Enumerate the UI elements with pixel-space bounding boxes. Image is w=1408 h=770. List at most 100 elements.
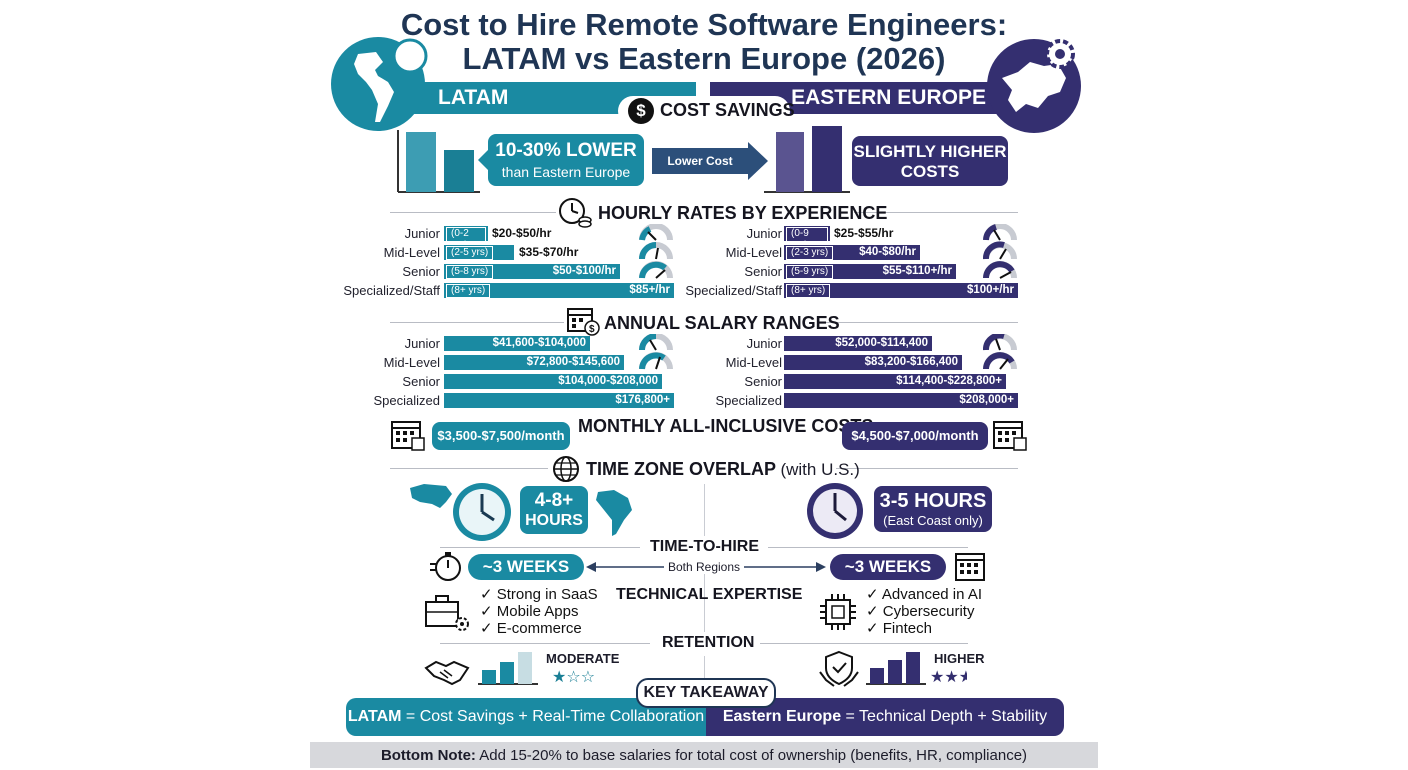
years-tag: (2-3 yrs) (786, 246, 834, 260)
ee-overlap-hours: 3-5 HOURS (879, 490, 987, 512)
latam-expertise-item-2: ✓ Mobile Apps (480, 603, 579, 620)
latam-takeaway-bold: LATAM (347, 708, 402, 725)
ee-clock-icon (807, 483, 863, 539)
latam-annual-bar-3: $104,000-$208,000 (444, 374, 662, 389)
annual-header-bg (564, 306, 818, 336)
ee-hourly-bar-1: (0-9 yrs) (784, 226, 830, 253)
ee-retention-label: HIGHER (934, 651, 985, 666)
latam-monthly-pill: $3,500-$7,500/month (432, 422, 570, 450)
latam-hourly-rate-1: $20-$50/hr (492, 226, 552, 240)
arrow-right-icon (748, 142, 768, 180)
ee-hourly-bar-2: (2-3 yrs) $40-$80/hr (784, 245, 920, 260)
latam-retention-stars: ★☆☆ (552, 667, 595, 687)
latam-hourly-rate-2: $35-$70/hr (519, 245, 579, 259)
star-empty-icon: ☆ (566, 669, 581, 686)
ee-expertise-item-3: ✓ Fintech (866, 620, 932, 637)
ee-takeaway-text: = Technical Depth + Stability (841, 708, 1048, 725)
ee-annual-bar-1: $52,000-$114,400 (784, 336, 932, 351)
star-empty-icon: ☆ (580, 669, 596, 686)
briefcase-gear-icon (425, 595, 469, 631)
callout-pointer-icon (478, 148, 490, 172)
ee-hourly-gauges (983, 224, 1017, 279)
latam-retention-bars (478, 652, 538, 685)
ee-header-label: EASTERN EUROPE (791, 86, 986, 109)
ee-hourly-level-2: Mid-Level (725, 245, 782, 260)
latam-hourly-level-4: Specialized/Staff (343, 283, 440, 298)
latam-hourly-level-1: Junior (404, 226, 440, 241)
ee-annual-level-4: Specialized (715, 393, 783, 408)
center-divider (704, 484, 705, 694)
ee-costs-callout: SLIGHTLY HIGHER COSTS (852, 136, 1008, 186)
dollar-icon: $ (628, 98, 654, 124)
latam-header-label: LATAM (438, 86, 509, 109)
calendar-icon (993, 421, 1027, 451)
tth-header-bg (640, 536, 768, 560)
chip-icon (820, 594, 856, 630)
latam-hourly-rate-4: $85+/hr (629, 284, 670, 296)
latam-monthly-value: $3,500-$7,500/month (437, 428, 565, 443)
ee-expertise-text: Cybersecurity (882, 603, 975, 620)
years-tag: (2-5 yrs) (446, 246, 494, 260)
shield-hands-icon (819, 650, 859, 687)
star-filled-icon: ★ (552, 669, 567, 686)
latam-annual-level-2: Mid-Level (383, 355, 440, 370)
latam-cost-bars (397, 130, 480, 193)
bottom-note-label: Bottom Note: (380, 747, 476, 764)
ee-annual-level-2: Mid-Level (725, 355, 782, 370)
latam-annual-level-3: Senior (402, 374, 440, 389)
ee-annual-level-3: Senior (744, 374, 782, 389)
years-tag: (8+ yrs) (446, 284, 491, 298)
latam-annual-bar-1: $41,600-$104,000 (444, 336, 590, 351)
latam-annual-range-3: $104,000-$208,000 (558, 375, 658, 387)
ee-costs-line2: COSTS (900, 162, 960, 181)
ee-expertise-item-1: ✓ Advanced in AI (866, 586, 982, 603)
latam-annual-range-2: $72,800-$145,600 (526, 356, 620, 368)
retention-title: RETENTION (662, 634, 755, 651)
svg-text:$: $ (589, 324, 595, 335)
key-takeaway-badge: KEY TAKEAWAY (636, 678, 776, 708)
ee-tth-value: ~3 WEEKS (844, 557, 932, 576)
ee-hourly-rate-2: $40-$80/hr (859, 246, 916, 258)
latam-overlap-hours: 4-8+ (534, 490, 574, 511)
latam-savings-callout: 10-30% LOWER than Eastern Europe (488, 134, 644, 186)
stopwatch-icon (430, 552, 461, 581)
latam-hourly-gauges (639, 224, 673, 279)
latam-annual-range-1: $41,600-$104,000 (492, 337, 586, 349)
ee-hourly-rate-3: $55-$110+/hr (882, 265, 952, 277)
calendar-money-icon: $ (567, 308, 600, 336)
ee-annual-gauges (983, 334, 1017, 370)
ee-expertise-item-2: ✓ Cybersecurity (866, 603, 975, 620)
ee-cost-bars (764, 126, 850, 193)
years-tag: (5-8 yrs) (446, 265, 494, 279)
key-takeaway-title: KEY TAKEAWAY (643, 684, 769, 701)
latam-expertise-item-3: ✓ E-commerce (480, 620, 582, 637)
hourly-header-bg (556, 198, 854, 228)
ee-takeaway-bold: Eastern Europe (722, 708, 842, 725)
ee-expertise-text: Advanced in AI (881, 586, 982, 603)
latam-clock-icon (453, 483, 511, 541)
latam-hourly-bar-3: (5-8 yrs) $50-$100/hr (444, 264, 620, 279)
ee-annual-range-3: $114,400-$228,800+ (896, 375, 1002, 387)
lower-cost-label: Lower Cost Base (667, 154, 733, 194)
south-america-map-icon (596, 490, 632, 536)
gauge-icon (639, 224, 673, 241)
timezone-suffix: (with U.S.) (780, 460, 860, 479)
ee-annual-level-1: Junior (746, 336, 782, 351)
latam-savings-value: 10-30% LOWER (495, 140, 637, 161)
page-title-line2: LATAM vs Eastern Europe (2026) (462, 41, 946, 76)
time-to-hire-title: TIME-TO-HIRE (650, 538, 760, 555)
ee-hourly-bar-3: (5-9 yrs) $55-$110+/hr (784, 264, 956, 279)
handshake-icon (424, 660, 470, 686)
years-tag: (8+ yrs) (786, 284, 831, 298)
latam-annual-gauges (639, 334, 673, 370)
latam-expertise-item-1: ✓ Strong in SaaS (480, 586, 598, 603)
ee-annual-range-1: $52,000-$114,400 (835, 337, 928, 349)
ee-monthly-value: $4,500-$7,000/month (851, 428, 979, 443)
ee-hourly-level-1: Junior (746, 226, 782, 241)
ee-retention-stars: ★★★ (930, 667, 967, 687)
latam-annual-bar-4: $176,800+ (444, 393, 674, 408)
latam-hourly-level-3: Senior (402, 264, 440, 279)
clock-coins-icon (559, 198, 592, 228)
ee-hourly-rate-1: $25-$55/hr (834, 226, 894, 240)
latam-hourly-rate-3: $50-$100/hr (552, 265, 616, 277)
